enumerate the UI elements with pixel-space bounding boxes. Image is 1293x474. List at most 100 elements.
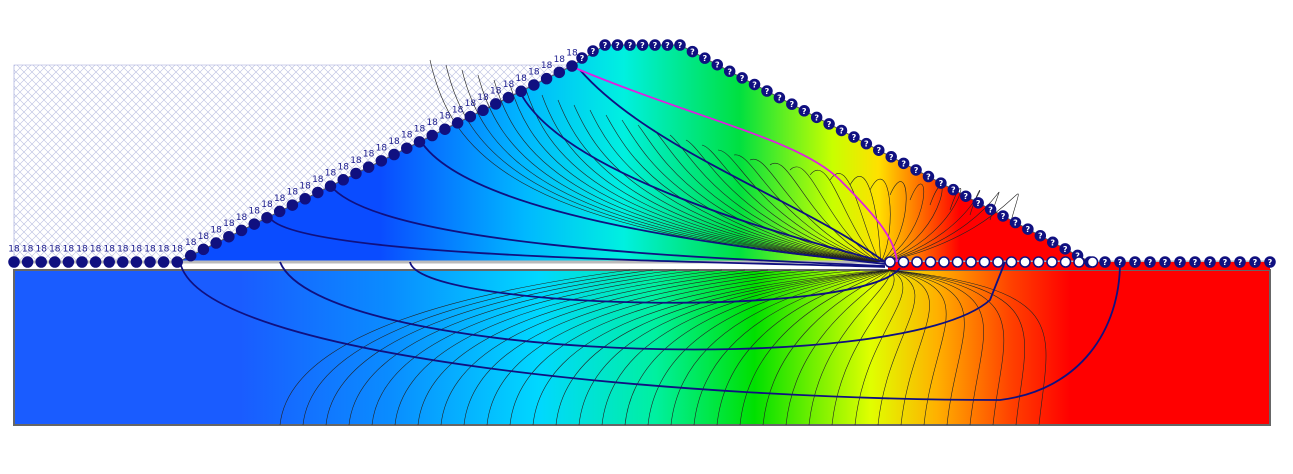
node <box>89 256 102 268</box>
flow-lines <box>179 69 1121 401</box>
node <box>1219 256 1231 268</box>
node <box>897 256 910 268</box>
node <box>273 205 286 218</box>
node <box>350 167 362 180</box>
node <box>62 256 75 268</box>
head-label: 18 <box>223 219 235 229</box>
node <box>413 136 426 148</box>
node <box>210 237 222 249</box>
node <box>922 170 935 183</box>
node <box>21 256 34 268</box>
contour <box>653 129 876 263</box>
node <box>1046 256 1058 268</box>
node <box>337 174 349 186</box>
unknown-label: ? <box>603 41 608 50</box>
node <box>1114 256 1126 268</box>
node <box>286 199 299 211</box>
contour <box>647 269 891 426</box>
node <box>951 256 964 268</box>
unknown-label: ? <box>752 80 757 89</box>
head-label: 18 <box>117 245 129 255</box>
contour <box>573 104 873 263</box>
unknown-label: ? <box>876 146 881 155</box>
contour <box>881 183 925 263</box>
contour <box>279 269 631 426</box>
node <box>978 256 991 268</box>
contour <box>889 269 1005 426</box>
head-label: 18 <box>465 99 477 109</box>
unknown-label: ? <box>926 173 931 182</box>
node <box>960 190 972 202</box>
unknown-label: ? <box>653 41 658 50</box>
head-label: 18 <box>477 93 489 103</box>
contour <box>555 269 891 426</box>
contour <box>477 74 870 263</box>
node <box>1073 256 1085 268</box>
unknown-label: ? <box>1238 258 1243 267</box>
contour <box>889 269 930 426</box>
unknown-label: ? <box>715 61 720 70</box>
unknown-label: ? <box>1208 258 1213 267</box>
unknown-label: ? <box>1268 258 1273 267</box>
head-label: 18 <box>414 124 426 134</box>
unknown-label: ? <box>814 113 819 122</box>
contour <box>789 166 880 263</box>
unknown-label: ? <box>615 41 620 50</box>
head-label: 18 <box>249 207 261 217</box>
node <box>587 45 599 57</box>
contour <box>557 99 873 263</box>
head-label: 18 <box>49 245 61 255</box>
node <box>157 256 170 268</box>
unknown-label: ? <box>914 166 919 175</box>
contour <box>854 269 903 426</box>
head-label: 18 <box>515 74 527 84</box>
unknown-label: ? <box>1163 258 1168 267</box>
node <box>401 142 413 154</box>
node <box>823 118 835 130</box>
node <box>810 111 823 124</box>
head-label: 18 <box>236 213 248 223</box>
node <box>972 197 984 209</box>
contour <box>461 69 870 263</box>
unknown-label: ? <box>678 41 683 50</box>
node <box>426 129 438 142</box>
node <box>1022 223 1034 235</box>
contour <box>493 79 871 263</box>
contour <box>605 114 874 263</box>
node <box>388 148 400 161</box>
node <box>35 256 47 268</box>
contour <box>877 269 916 426</box>
contour <box>883 191 1000 263</box>
node <box>312 186 324 199</box>
node <box>835 124 848 137</box>
head-label: 18 <box>376 143 388 153</box>
head-label: 18 <box>287 188 299 198</box>
node <box>1099 256 1111 268</box>
contour <box>889 269 947 426</box>
head-label: 18 <box>541 61 553 71</box>
contour <box>440 269 792 426</box>
node <box>965 256 977 268</box>
contour <box>348 269 700 426</box>
contour <box>394 269 746 426</box>
head-label: 18 <box>554 55 566 65</box>
contour <box>302 269 654 426</box>
unknown-label: ? <box>665 41 670 50</box>
node <box>897 157 910 170</box>
node <box>1059 256 1072 268</box>
node <box>1019 256 1031 268</box>
contour <box>601 269 891 426</box>
head-label: 18 <box>426 118 438 128</box>
node <box>1234 256 1246 268</box>
node <box>686 45 699 58</box>
boundary-nodes: 18 18 18 18 18 18 18 18 18 18 18 18 1818181818181818… <box>8 39 1276 268</box>
node <box>248 218 261 230</box>
head-label: 18 <box>103 245 115 255</box>
phreatic-line <box>574 67 898 263</box>
node <box>171 256 183 268</box>
node <box>103 256 115 268</box>
unknown-label: ? <box>640 41 645 50</box>
node <box>984 203 997 216</box>
unknown-label: ? <box>580 54 585 63</box>
